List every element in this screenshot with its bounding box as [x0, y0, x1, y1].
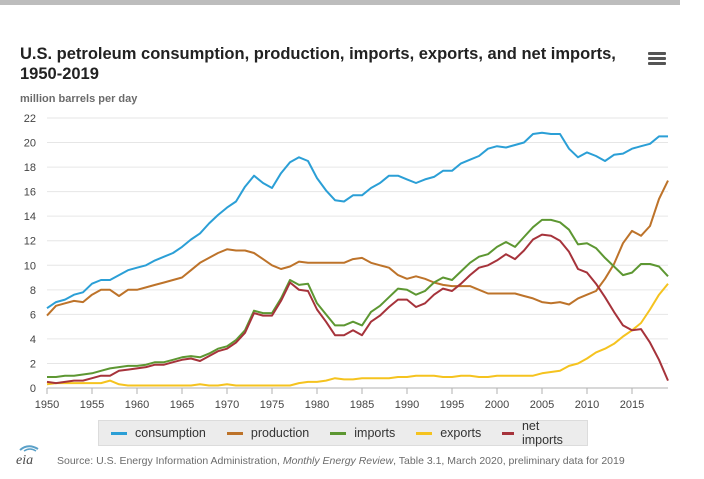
- x-tick-label: 1955: [80, 399, 104, 411]
- logo-text: eia: [16, 453, 33, 468]
- source-note: Source: U.S. Energy Information Administ…: [57, 455, 625, 467]
- legend-item-exports[interactable]: exports: [416, 426, 481, 440]
- series-line-consumption: [46, 131, 668, 310]
- legend-label: net imports: [521, 419, 563, 447]
- legend-item-consumption[interactable]: consumption: [111, 426, 206, 440]
- legend-item-production[interactable]: production: [226, 426, 310, 440]
- y-tick-label: 18: [24, 162, 36, 174]
- y-axis-units-label: million barrels per day: [20, 93, 138, 105]
- y-tick-label: 6: [30, 309, 36, 321]
- y-tick-label: 16: [24, 187, 36, 199]
- legend-swatch: [330, 431, 347, 435]
- chart-legend: consumption production imports exports net i…: [98, 419, 588, 447]
- x-tick-label: 2015: [620, 399, 644, 411]
- hamburger-menu-icon[interactable]: [648, 52, 666, 66]
- series-line-net-imports: [46, 233, 669, 385]
- source-publication: Monthly Energy Review: [282, 455, 394, 467]
- x-tick-label: 1950: [35, 399, 59, 411]
- x-tick-label: 1965: [170, 399, 194, 411]
- y-tick-label: 2: [30, 358, 36, 370]
- legend-swatch: [226, 431, 243, 435]
- x-tick-label: 1980: [305, 399, 329, 411]
- series-line-exports: [46, 283, 669, 387]
- y-tick-label: 4: [30, 334, 36, 346]
- menu-bar: [648, 52, 666, 55]
- x-tick-label: 2010: [575, 399, 599, 411]
- y-tick-label: 10: [24, 260, 36, 272]
- legend-label: production: [250, 426, 310, 440]
- legend-swatch: [416, 431, 433, 435]
- menu-bar: [648, 57, 666, 60]
- legend-swatch: [111, 431, 127, 435]
- y-tick-label: 8: [30, 285, 36, 297]
- x-tick-label: 1970: [215, 399, 239, 411]
- menu-bar: [648, 62, 666, 65]
- legend-item-net-imports[interactable]: net imports: [502, 419, 567, 447]
- x-tick-label: 2000: [485, 399, 509, 411]
- series-line-production: [46, 180, 669, 317]
- eia-logo-icon: eia: [16, 445, 39, 468]
- series-line-imports: [47, 218, 669, 378]
- x-tick-label: 1990: [395, 399, 419, 411]
- top-border: [0, 0, 680, 5]
- x-tick-label: 1995: [440, 399, 464, 411]
- source-suffix: , Table 3.1, March 2020, preliminary dat…: [393, 455, 625, 467]
- y-tick-label: 12: [24, 236, 36, 248]
- legend-label: consumption: [135, 426, 206, 440]
- legend-label: exports: [440, 426, 482, 440]
- legend-item-imports[interactable]: imports: [330, 426, 395, 440]
- y-tick-label: 14: [24, 211, 36, 223]
- x-tick-label: 2005: [530, 399, 554, 411]
- source-prefix: Source: U.S. Energy Information Administ…: [57, 455, 283, 467]
- y-tick-label: 22: [24, 113, 36, 125]
- chart-title: U.S. petroleum consumption, production, …: [20, 45, 616, 83]
- legend-swatch: [502, 431, 514, 435]
- y-tick-label: 20: [24, 138, 36, 150]
- x-tick-label: 1975: [260, 399, 284, 411]
- legend-label: imports: [354, 426, 396, 440]
- x-tick-label: 1985: [350, 399, 374, 411]
- x-tick-label: 1960: [125, 399, 149, 411]
- y-tick-label: 0: [30, 383, 36, 395]
